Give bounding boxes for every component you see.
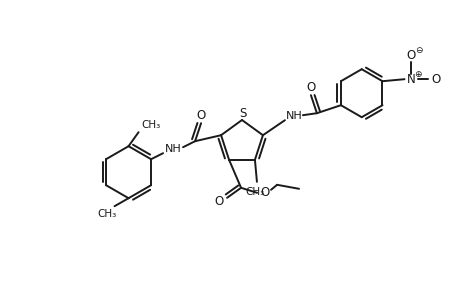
Text: CH₃: CH₃ — [245, 187, 264, 197]
Text: O: O — [260, 186, 269, 199]
Text: O: O — [196, 109, 205, 122]
Text: ⊖: ⊖ — [414, 46, 421, 55]
Text: CH₃: CH₃ — [97, 209, 116, 219]
Text: O: O — [406, 49, 415, 62]
Text: O: O — [306, 81, 315, 94]
Text: N: N — [406, 73, 415, 86]
Text: NH: NH — [285, 111, 302, 121]
Text: O: O — [214, 195, 223, 208]
Text: NH: NH — [164, 144, 181, 154]
Text: O: O — [431, 73, 440, 86]
Text: CH₃: CH₃ — [141, 120, 161, 130]
Text: ⊕: ⊕ — [413, 70, 420, 79]
Text: S: S — [239, 106, 246, 119]
